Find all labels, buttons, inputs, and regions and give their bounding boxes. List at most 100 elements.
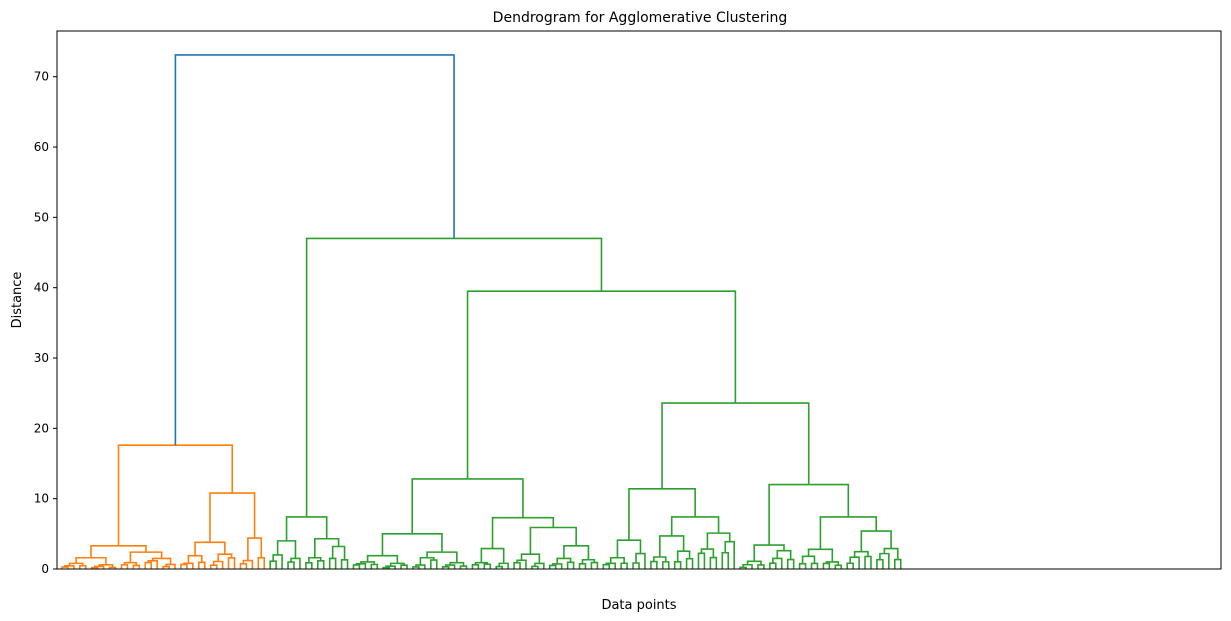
dendrogram-link-5 [93, 565, 105, 569]
dendrogram-link-123 [834, 564, 843, 569]
dendrogram-link-36 [287, 561, 295, 569]
dendrogram-link-100 [676, 550, 691, 562]
dendrogram-link-105 [721, 551, 730, 569]
dendrogram-link-6 [108, 566, 117, 569]
dendrogram-link-54 [389, 562, 405, 567]
dendrogram-link-67 [483, 563, 492, 569]
dendrogram-link-91 [609, 556, 625, 564]
dendrogram-link-85 [529, 526, 577, 555]
dendrogram-link-53 [400, 564, 408, 569]
dendrogram-link-136 [768, 483, 850, 546]
dendrogram-link-3 [68, 562, 84, 566]
dendrogram-link-118 [753, 544, 785, 562]
dendrogram-link-29 [242, 559, 254, 569]
dendrogram-link-68 [474, 561, 489, 565]
dendrogram-link-119 [798, 562, 807, 569]
dendrogram-link-133 [883, 547, 899, 560]
dendrogram-link-12 [144, 561, 153, 569]
dendrogram-link-99 [685, 557, 694, 569]
dendrogram-link-30 [257, 556, 266, 569]
dendrogram-link-79 [566, 561, 575, 569]
dendrogram-link-124 [825, 561, 840, 566]
dendrogram-link-135 [819, 516, 877, 550]
x-axis-label: Data points [601, 598, 676, 613]
dendrogram-link-109 [628, 488, 696, 541]
dendrogram-link-82 [590, 561, 599, 569]
dendrogram-link-110 [739, 566, 747, 569]
dendrogram-link-122 [822, 562, 831, 569]
dendrogram-link-14 [162, 565, 170, 569]
dendrogram-link-77 [548, 564, 557, 569]
y-axis-label: Distance [10, 272, 25, 329]
dendrogram-link-58 [430, 559, 438, 569]
dendrogram-link-65 [381, 533, 443, 556]
dendrogram-link-34 [269, 560, 277, 569]
dendrogram-link-103 [709, 556, 718, 569]
dendrogram-link-128 [864, 555, 872, 569]
dendrogram-link-116 [786, 558, 795, 569]
dendrogram-link-48 [355, 563, 367, 569]
dendrogram-link-10 [132, 564, 141, 569]
dendrogram-link-84 [563, 544, 590, 560]
dendrogram-link-101 [659, 535, 685, 557]
dendrogram-link-40 [316, 560, 325, 569]
dendrogram-link-138 [466, 290, 737, 479]
dendrogram-link-111 [742, 563, 753, 569]
dendrogram-link-8 [75, 556, 107, 565]
dendrogram-link-17 [129, 551, 163, 563]
y-tick-label: 40 [34, 281, 49, 295]
dendrogram-link-131 [879, 552, 890, 569]
y-tick-label: 0 [41, 562, 49, 576]
dendrogram-link-98 [673, 560, 682, 569]
dendrogram-link-87 [411, 478, 524, 534]
dendrogram-link-78 [551, 563, 563, 569]
dendrogram-link-59 [419, 556, 435, 566]
dendrogram-link-132 [893, 558, 902, 569]
dendrogram-link-25 [227, 557, 236, 569]
dendrogram-link-24 [212, 560, 224, 569]
dendrogram-link-37 [290, 557, 301, 569]
dendrogram-link-102 [697, 552, 706, 569]
dendrogram-link-96 [661, 561, 670, 569]
dendrogram-link-86 [491, 516, 555, 549]
dendrogram-link-94 [616, 539, 642, 558]
dendrogram-link-95 [650, 560, 658, 569]
dendrogram-link-49 [370, 563, 379, 569]
dendrogram-link-93 [635, 552, 646, 569]
dendrogram-link-137 [661, 402, 810, 489]
dendrogram-link-41 [308, 556, 322, 563]
dendrogram-link-32 [209, 492, 256, 543]
dendrogram-link-28 [239, 562, 248, 569]
dendrogram-link-104 [700, 548, 715, 558]
dendrogram-link-35 [272, 554, 283, 569]
dendrogram-link-71 [480, 547, 505, 564]
dendrogram-link-139 [305, 237, 603, 517]
dendrogram-link-127 [849, 556, 860, 569]
dendrogram-link-90 [620, 562, 628, 569]
dendrogram-link-130 [876, 558, 884, 569]
dendrogram-link-47 [352, 564, 361, 569]
dendrogram-link-11 [123, 561, 138, 566]
dendrogram-link-46 [285, 516, 328, 541]
dendrogram-link-63 [449, 561, 465, 567]
dendrogram-link-69 [495, 565, 503, 569]
dendrogram-link-76 [520, 553, 541, 564]
dendrogram-link-134 [860, 530, 892, 552]
dendrogram-link-88 [602, 563, 611, 569]
y-tick-label: 20 [34, 421, 49, 435]
chart-title: Dendrogram for Agglomerative Clustering [493, 10, 788, 26]
dendrogram-links [61, 54, 902, 569]
plot-frame [56, 30, 1222, 570]
dendrogram-link-73 [516, 559, 527, 569]
dendrogram-link-42 [328, 557, 337, 569]
y-axis: 0 10 20 30 40 50 60 70 [34, 70, 57, 576]
top-merge-link [174, 54, 455, 446]
dendrogram-link-106 [724, 540, 735, 569]
dendrogram-link-20 [183, 562, 194, 569]
dendrogram-link-81 [578, 562, 587, 569]
dendrogram-link-27 [194, 541, 226, 556]
dendrogram-link-92 [632, 562, 640, 569]
dendrogram-link-19 [180, 563, 188, 569]
dendrogram-link-38 [276, 540, 297, 559]
